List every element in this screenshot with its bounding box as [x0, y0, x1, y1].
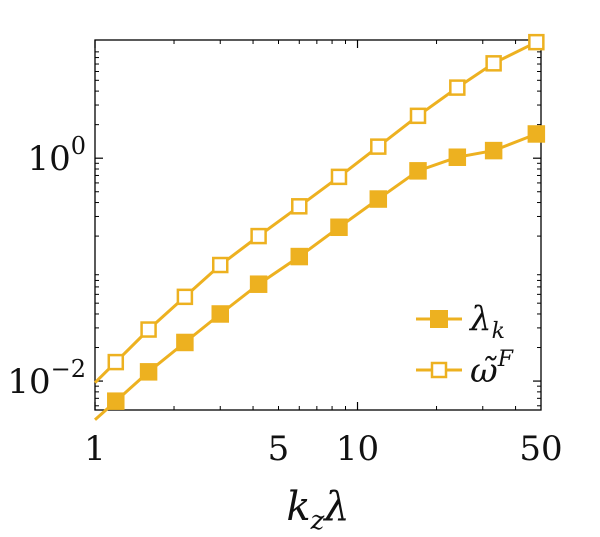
data-point-open-square	[250, 227, 267, 245]
data-point-filled-square	[211, 305, 230, 323]
legend-marker-filled-square	[430, 310, 448, 328]
legend-label-lambda-main: λ	[468, 299, 492, 339]
x-axis-title-main: k	[286, 484, 310, 530]
data-point-open-square	[528, 33, 545, 51]
y-tick-label: 100	[27, 132, 86, 179]
data-point-filled-square	[369, 190, 388, 208]
data-point-open-square	[449, 79, 466, 96]
data-point-open-square	[176, 288, 194, 306]
legend-label-lambda: λk	[468, 299, 505, 344]
data-point-filled-square	[330, 218, 348, 237]
data-point-filled-square	[409, 162, 427, 180]
x-axis-title-sub: z	[310, 506, 325, 536]
data-point-open-square	[107, 353, 125, 371]
minor-ticks	[95, 40, 542, 410]
legend-item-omega: ω̃F	[416, 347, 514, 391]
data-point-open-square	[330, 168, 348, 186]
x-tick-label: 5	[268, 429, 290, 469]
data-point-filled-square	[448, 148, 467, 166]
data-point-filled-square	[527, 125, 546, 143]
data-point-filled-square	[176, 333, 194, 352]
data-point-open-square	[409, 107, 427, 125]
data-point-filled-square	[107, 392, 125, 410]
data-point-open-square	[212, 256, 229, 274]
legend: λk ω̃F	[416, 299, 514, 391]
x-axis-title: kzλ	[286, 484, 349, 536]
data-point-open-square	[291, 198, 308, 215]
legend-label-lambda-sub: k	[492, 319, 505, 344]
legend-label-omega: ω̃F	[470, 347, 514, 391]
x-axis-title-tail: λ	[322, 484, 349, 530]
y-tick-labels: 10−2 100	[7, 132, 86, 402]
legend-item-lambda: λk	[416, 299, 505, 344]
x-tick-label: 1	[84, 429, 106, 469]
data-point-filled-square	[290, 247, 309, 266]
y-tick-label: 10−2	[7, 355, 86, 402]
data-point-filled-square	[484, 141, 503, 160]
data-point-open-square	[370, 138, 387, 155]
series-layer	[93, 33, 546, 421]
data-point-open-square	[485, 55, 502, 72]
x-tick-labels: 1 5 10 50	[84, 429, 562, 469]
major-ticks	[94, 40, 541, 410]
data-point-filled-square	[249, 275, 268, 293]
data-point-open-square	[140, 321, 157, 338]
x-tick-label: 50	[519, 429, 562, 469]
x-tick-label: 10	[336, 429, 379, 469]
plot-frame	[94, 39, 542, 411]
legend-label-omega-main: ω̃	[470, 351, 498, 391]
legend-marker-open-square	[430, 361, 448, 379]
legend-label-omega-sup: F	[497, 347, 514, 372]
data-point-filled-square	[139, 363, 158, 381]
